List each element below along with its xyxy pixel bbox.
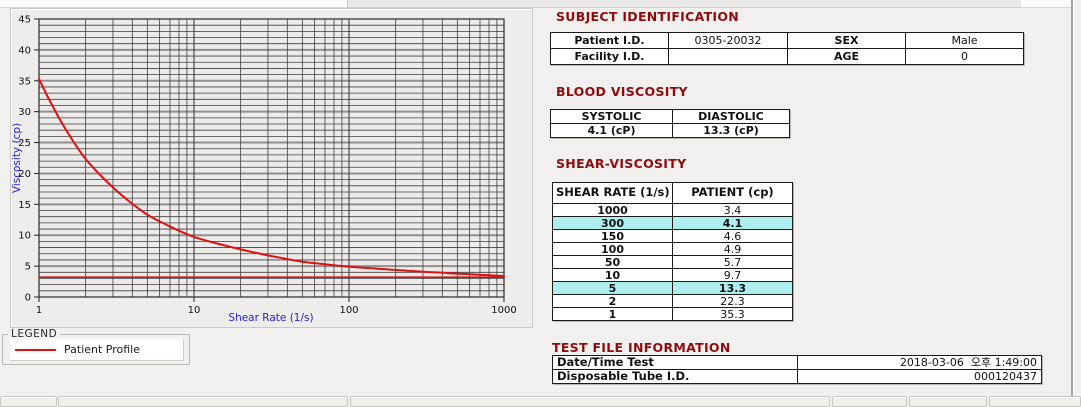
shear-row: 5 13.3 — [552, 281, 793, 295]
age-value: 0 — [905, 48, 1024, 65]
shear-viscosity-title: SHEAR-VISCOSITY — [556, 156, 687, 171]
svg-text:35: 35 — [18, 76, 31, 87]
viscosity-graph-widget: Viscosity (cp) Shear Rate (1/s) 0 5 10 15 20… — [10, 8, 533, 328]
svg-text:1: 1 — [36, 305, 42, 316]
shear-rate-cell: 2 — [552, 294, 673, 308]
facility-id-value — [668, 48, 788, 65]
svg-text:45: 45 — [18, 15, 31, 26]
shear-row: 10 9.7 — [552, 268, 793, 282]
table-row: Disposable Tube I.D. 000120437 — [552, 369, 1042, 384]
shear-rate-header: SHEAR RATE (1/s) — [552, 182, 673, 204]
shear-rate-cell: 10 — [552, 268, 673, 282]
shear-rate-cell: 300 — [552, 216, 673, 230]
svg-text:30: 30 — [18, 107, 31, 118]
status-panel — [58, 396, 348, 407]
patient-cp-cell: 22.3 — [672, 294, 793, 308]
table-row: 4.1 (cP) 13.3 (cP) — [550, 123, 790, 138]
shear-viscosity-table: SHEAR RATE (1/s) PATIENT (cp) 1000 3.4 300… — [552, 182, 793, 321]
sex-label: SEX — [787, 32, 906, 49]
shear-row: 1000 3.4 — [552, 203, 793, 217]
table-row: Patient I.D. 0305-20032 SEX Male — [550, 32, 1024, 49]
disposable-tube-id-label: Disposable Tube I.D. — [552, 369, 798, 384]
patient-cp-header: PATIENT (cp) — [672, 182, 793, 204]
svg-text:5: 5 — [25, 262, 31, 273]
diastolic-value: 13.3 (cP) — [672, 123, 790, 138]
svg-text:100: 100 — [339, 305, 358, 316]
status-panel — [350, 396, 830, 407]
shear-row: 100 4.9 — [552, 242, 793, 256]
shear-rate-cell: 5 — [552, 281, 673, 295]
top-strip-center — [347, 0, 1021, 8]
date-time-test-label: Date/Time Test — [552, 355, 798, 370]
systolic-header: SYSTOLIC — [550, 109, 673, 124]
status-panel — [909, 396, 987, 407]
shear-row: 2 22.3 — [552, 294, 793, 308]
shear-rate-cell: 100 — [552, 242, 673, 256]
diastolic-header: DIASTOLIC — [672, 109, 790, 124]
patient-profile-line-swatch — [15, 349, 56, 351]
svg-text:10: 10 — [18, 231, 31, 242]
date-time-test-value: 2018-03-06 오후 1:49:00 — [797, 355, 1042, 370]
age-label: AGE — [787, 48, 906, 65]
shear-viscosity-chart: Viscosity (cp) Shear Rate (1/s) 0 5 10 15 20… — [11, 15, 517, 325]
svg-text:1000: 1000 — [491, 305, 516, 316]
blood-viscosity-table: SYSTOLIC DIASTOLIC 4.1 (cP) 13.3 (cP) — [550, 109, 790, 138]
patient-cp-cell: 4.6 — [672, 229, 793, 243]
shear-row: 300 4.1 — [552, 216, 793, 230]
svg-text:10: 10 — [188, 305, 201, 316]
shear-rate-cell: 50 — [552, 255, 673, 269]
legend-entry-label: Patient Profile — [64, 343, 141, 356]
svg-text:25: 25 — [18, 138, 31, 149]
patient-cp-cell: 9.7 — [672, 268, 793, 282]
table-row: Facility I.D. AGE 0 — [550, 48, 1024, 65]
legend-box-label: LEGEND — [8, 328, 61, 340]
patient-cp-cell: 4.9 — [672, 242, 793, 256]
top-strip-left — [0, 0, 347, 8]
top-strip — [0, 0, 1081, 8]
patient-id-value: 0305-20032 — [668, 32, 788, 49]
subject-identification-title: SUBJECT IDENTIFICATION — [556, 9, 740, 24]
svg-text:40: 40 — [18, 45, 31, 56]
patient-cp-cell: 3.4 — [672, 203, 793, 217]
y-axis-label: Viscosity (cp) — [11, 123, 23, 193]
shear-row: 1 35.3 — [552, 307, 793, 321]
status-panel — [989, 396, 1081, 407]
subject-identification-table: Patient I.D. 0305-20032 SEX Male Facilit… — [550, 32, 1024, 65]
test-file-information-title: TEST FILE INFORMATION — [552, 340, 731, 355]
patient-cp-cell: 35.3 — [672, 307, 793, 321]
shear-row: 50 5.7 — [552, 255, 793, 269]
shear-viscosity-body: 1000 3.4 300 4.1 150 4.6 100 4.9 50 5.7 10 9.7 5 13.3… — [552, 203, 793, 321]
shear-rate-cell: 150 — [552, 229, 673, 243]
svg-text:15: 15 — [18, 200, 31, 211]
status-bar — [0, 395, 1081, 407]
patient-cp-cell: 4.1 — [672, 216, 793, 230]
shear-row: 150 4.6 — [552, 229, 793, 243]
legend: LEGEND Patient Profile — [2, 328, 190, 365]
status-panel — [0, 396, 57, 407]
patient-cp-cell: 13.3 — [672, 281, 793, 295]
disposable-tube-id-value: 000120437 — [797, 369, 1042, 384]
shear-rate-cell: 1 — [552, 307, 673, 321]
table-row: SYSTOLIC DIASTOLIC — [550, 109, 790, 124]
x-axis-label: Shear Rate (1/s) — [228, 312, 313, 324]
plot-area — [39, 19, 504, 297]
panel-splitter[interactable] — [1071, 0, 1074, 407]
shear-rate-cell: 1000 — [552, 203, 673, 217]
blood-viscosity-title: BLOOD VISCOSITY — [556, 84, 688, 99]
facility-id-label: Facility I.D. — [550, 48, 669, 65]
patient-profile-curve — [38, 77, 505, 277]
status-panel — [832, 396, 907, 407]
table-header-row: SHEAR RATE (1/s) PATIENT (cp) — [552, 182, 793, 204]
legend-item: Patient Profile — [10, 339, 184, 361]
patient-id-label: Patient I.D. — [550, 32, 669, 49]
systolic-value: 4.1 (cP) — [550, 123, 673, 138]
table-row: Date/Time Test 2018-03-06 오후 1:49:00 — [552, 355, 1042, 370]
svg-text:20: 20 — [18, 169, 31, 180]
sex-value: Male — [905, 32, 1024, 49]
top-strip-right — [1021, 0, 1071, 8]
svg-text:0: 0 — [25, 293, 31, 304]
test-file-information-table: Date/Time Test 2018-03-06 오후 1:49:00 Dis… — [552, 355, 1042, 384]
patient-cp-cell: 5.7 — [672, 255, 793, 269]
